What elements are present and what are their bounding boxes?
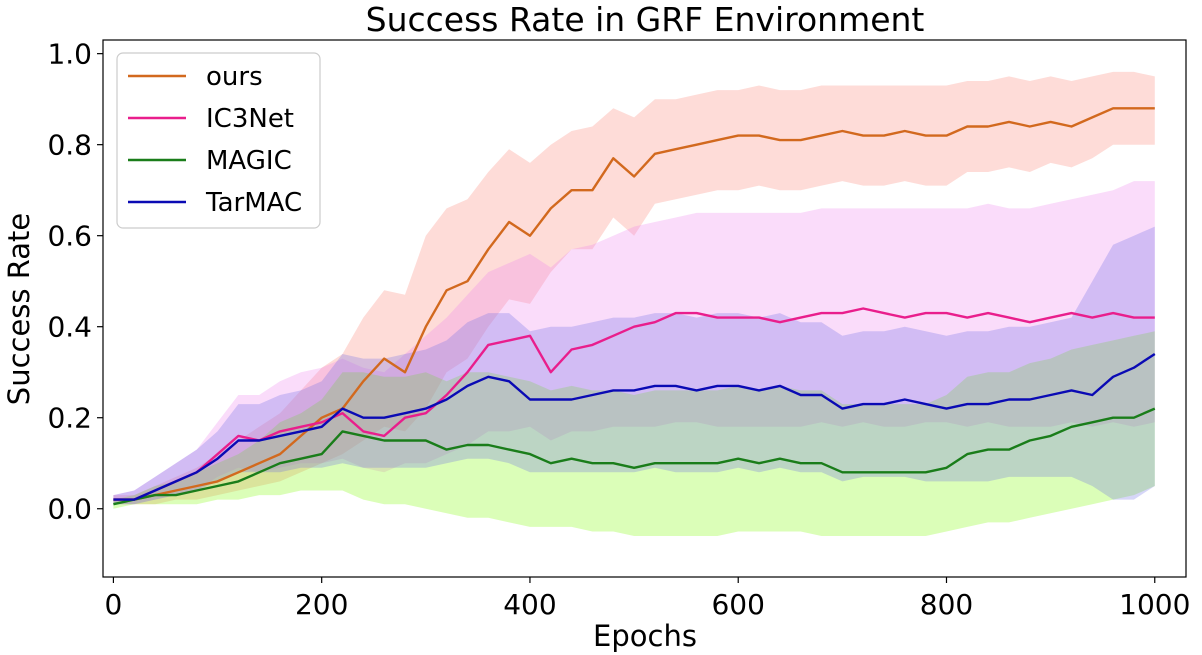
x-tick-label: 200 [295,588,348,621]
chart-title: Success Rate in GRF Environment [366,0,925,39]
y-tick-label: 0.0 [47,493,92,526]
x-axis: 0 200 400 600 800 1000 [104,577,1190,621]
band-magic [113,331,1155,536]
band-ic3net [113,181,1155,505]
y-tick-label: 0.6 [47,220,92,253]
line-ic3net [113,307,1155,501]
x-tick-label: 800 [920,588,973,621]
plot-frame [102,39,1187,578]
confidence-bands [113,71,1155,536]
x-tick-label: 0 [104,588,122,621]
legend-label-ours: ours [206,62,263,92]
band-ours [113,71,1155,505]
y-tick-label: 1.0 [47,38,92,71]
legend: ours IC3Net MAGIC TarMAC [116,52,321,229]
x-tick-label: 600 [711,588,764,621]
x-tick-label: 400 [503,588,556,621]
y-tick-label: 0.2 [47,402,92,435]
legend-label-ic3net: IC3Net [206,104,294,134]
y-axis-label: Success Rate [2,213,36,405]
legend-label-tarmac: TarMAC [205,188,302,218]
x-tick-label: 1000 [1119,588,1190,621]
y-axis: 0.0 0.2 0.4 0.6 0.8 1.0 [47,38,103,526]
x-axis-label: Epochs [593,619,697,653]
line-magic [113,407,1156,506]
series-lines [113,107,1156,506]
line-tarmac [113,352,1156,501]
y-tick-label: 0.8 [47,129,92,162]
legend-box [116,52,321,229]
legend-label-magic: MAGIC [206,146,292,176]
line-ours [113,107,1155,501]
y-tick-label: 0.4 [47,311,92,344]
